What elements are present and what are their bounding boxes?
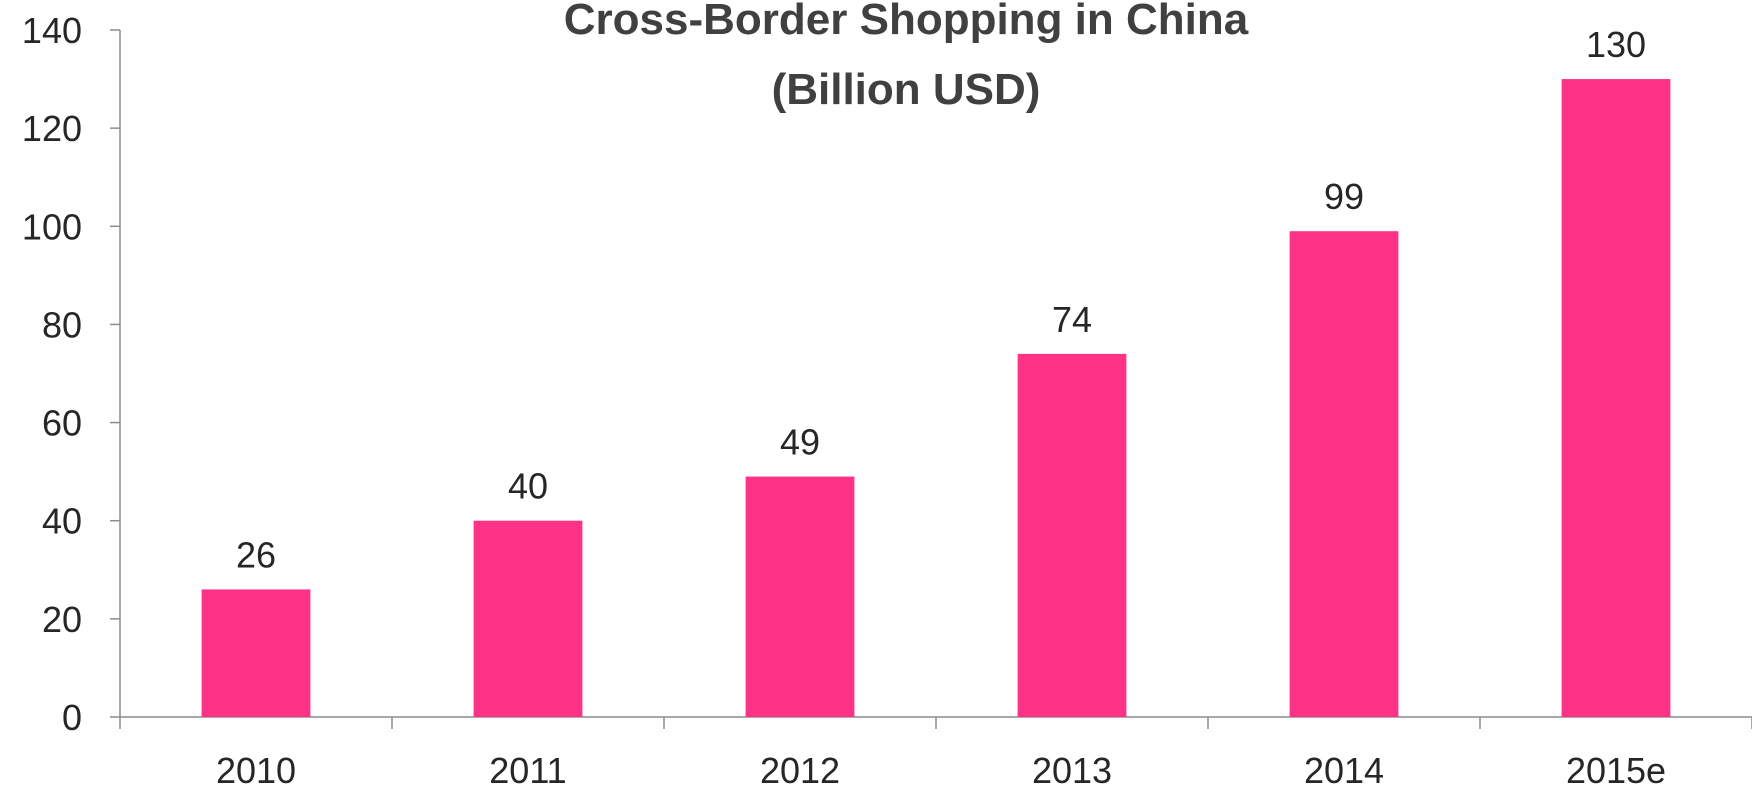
chart-title: Cross-Border Shopping in China: [564, 0, 1249, 44]
x-category-label: 2014: [1304, 750, 1384, 791]
x-axis: 2010 2011 2012 2013 2014 2015e: [119, 716, 1752, 791]
bar-series: [201, 79, 1671, 718]
bar: [201, 589, 311, 717]
bar: [1017, 353, 1127, 717]
bar-value-label: 99: [1324, 176, 1364, 217]
bar-value-label: 74: [1052, 299, 1092, 340]
bar: [473, 520, 583, 717]
y-tick-label: 0: [62, 697, 82, 738]
x-category-label: 2010: [216, 750, 296, 791]
x-category-label: 2011: [489, 750, 566, 791]
y-tick-label: 120: [22, 108, 82, 149]
bar-value-label: 26: [236, 534, 276, 575]
x-category-label: 2015e: [1566, 750, 1666, 791]
bar: [1289, 231, 1399, 717]
x-category-label: 2013: [1032, 750, 1112, 791]
y-tick-label: 60: [42, 403, 82, 444]
bar-value-label: 130: [1586, 24, 1646, 65]
bar: [1561, 79, 1671, 718]
bar-value-label: 49: [780, 422, 820, 463]
bar: [745, 476, 855, 717]
bar-value-label: 40: [508, 466, 548, 507]
y-tick-label: 100: [22, 206, 82, 247]
chart-subtitle: (Billion USD): [772, 65, 1041, 114]
y-tick-label: 80: [42, 304, 82, 345]
data-labels: 26 40 49 74 99 130: [236, 24, 1646, 575]
x-category-label: 2012: [760, 750, 840, 791]
y-tick-label: 40: [42, 501, 82, 542]
y-tick-label: 20: [42, 599, 82, 640]
y-axis: 0 20 40 60 80 100 120 140: [22, 10, 121, 738]
y-tick-label: 140: [22, 10, 82, 51]
